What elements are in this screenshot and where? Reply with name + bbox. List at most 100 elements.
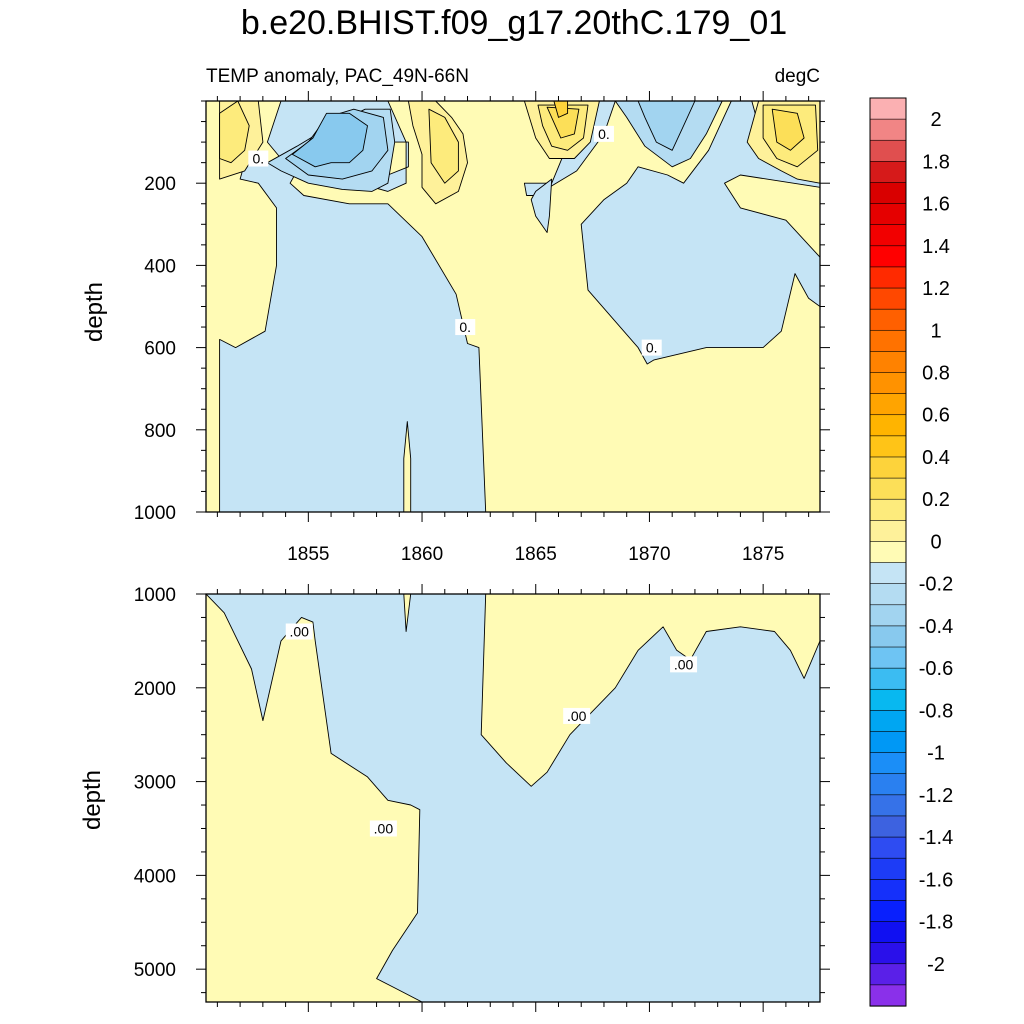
contour-label-box [563, 707, 591, 724]
colorbar-label: 1.2 [922, 278, 950, 300]
colorbar-label: -1.8 [919, 912, 953, 934]
colorbar-swatch [869, 815, 907, 838]
contour-label: 0. [459, 319, 471, 335]
colorbar-swatch [869, 625, 907, 648]
contour-region-upper-18 [546, 106, 580, 139]
colorbar-swatch [869, 456, 907, 479]
x-tick-label: 1865 [515, 544, 557, 565]
colorbar-label: 0.8 [922, 363, 950, 385]
colorbar-swatch [869, 646, 907, 669]
units-label: degC [775, 66, 820, 87]
colorbar-label: -0.8 [919, 700, 953, 722]
colorbar-swatch [869, 498, 907, 521]
contour-region-upper-0 [219, 101, 487, 512]
colorbar-swatch [869, 118, 907, 141]
colorbar-label: -0.6 [919, 658, 953, 680]
colorbar-label: -2 [927, 954, 945, 976]
colorbar-swatch [869, 520, 907, 543]
x-tick-label: 1860 [401, 544, 443, 565]
colorbar-swatch [869, 878, 907, 902]
y-tick-label: 600 [144, 339, 176, 360]
colorbar-label: -1.2 [919, 785, 953, 807]
colorbar-label: 0.6 [922, 405, 950, 427]
colorbar-swatch [869, 308, 907, 331]
colorbar-label: 1.6 [922, 194, 950, 216]
x-tick-label: 1870 [628, 544, 670, 565]
y-tick-label: 4000 [134, 866, 176, 887]
colorbar-label: -1.4 [919, 827, 953, 849]
contour-region-upper-19 [553, 101, 569, 118]
y-axis-label-lower: depth [79, 770, 106, 830]
x-tick-label: 1875 [742, 544, 784, 565]
colorbar-swatch [869, 435, 907, 458]
colorbar-label: 1.4 [922, 236, 950, 258]
colorbar-swatch [869, 667, 907, 690]
colorbar-label: 1.8 [922, 151, 950, 173]
contour-region-upper-3 [291, 112, 368, 168]
figure-title: b.e20.BHIST.f09_g17.20thC.179_01 [241, 4, 787, 42]
colorbar-swatch [869, 794, 907, 817]
y-tick-label: 1000 [134, 503, 176, 524]
contour-region-upper-15 [428, 108, 459, 184]
colorbar-swatch [869, 773, 907, 796]
colorbar-swatch [869, 836, 907, 859]
contour-label-box [285, 623, 313, 640]
colorbar-swatch [869, 710, 907, 733]
colorbar-swatch [869, 477, 907, 500]
contour-label: .00 [374, 820, 394, 836]
colorbar-swatch [869, 245, 907, 268]
colorbar-label: 0.2 [922, 489, 950, 511]
colorbar-label: 2 [930, 109, 941, 131]
colorbar-label: -0.2 [919, 574, 953, 596]
colorbar-swatch [869, 604, 907, 627]
colorbar-swatch [869, 688, 907, 711]
contour-label-box [641, 339, 662, 356]
colorbar: 2 1.8 1.6 1.4 1.2 1 0.8 0.6 0.4 0.2 0 -0.2 -0.4 -0.6 -… [869, 97, 953, 1007]
colorbar-swatch [869, 583, 907, 606]
contour-label: 0. [598, 126, 610, 142]
colorbar-swatch [869, 97, 907, 120]
colorbar-swatch [869, 139, 907, 162]
colorbar-swatch [869, 203, 907, 226]
colorbar-label: 0.4 [922, 447, 950, 469]
y-axis-label-upper: depth [81, 282, 108, 342]
colorbar-swatch [869, 351, 907, 374]
colorbar-label: -1 [927, 743, 945, 765]
contour-label: .00 [674, 656, 694, 672]
contour-label: .00 [290, 624, 310, 640]
colorbar-swatch [869, 224, 907, 247]
colorbar-swatch [869, 900, 907, 923]
contour-label-box [369, 820, 397, 837]
colorbar-swatch [869, 731, 907, 754]
colorbar-swatch [869, 393, 907, 416]
y-tick-label: 2000 [134, 679, 176, 700]
colorbar-swatch [869, 984, 907, 1007]
colorbar-swatch [869, 372, 907, 395]
colorbar-swatch [869, 287, 907, 310]
colorbar-swatch [869, 942, 907, 965]
colorbar-swatch [869, 161, 907, 184]
contour-region-lower-0 [206, 594, 820, 1002]
contour-label-box [670, 656, 698, 673]
colorbar-swatch [869, 963, 907, 986]
y-tick-label: 400 [144, 256, 176, 277]
colorbar-swatch [869, 414, 907, 437]
colorbar-label: 1 [930, 320, 941, 342]
contour-region-upper-7 [530, 178, 553, 233]
contour-label: 0. [252, 151, 264, 167]
y-tick-label: 3000 [134, 773, 176, 794]
colorbar-swatch [869, 921, 907, 944]
contour-label-box [455, 319, 476, 336]
contour-region-upper-5 [219, 101, 250, 164]
x-tick-label: 1855 [287, 544, 329, 565]
contour-label-box [248, 150, 269, 167]
panel-lower-depth-time: depth 1000 2000 3000 4000 5000 .00 .00 .00 .00 [79, 584, 830, 1012]
colorbar-swatch [869, 182, 907, 205]
colorbar-label: -1.6 [919, 869, 953, 891]
panel-upper-depth-time: TEMP anomaly, PAC_49N-66N degC depth 185… [81, 66, 830, 565]
colorbar-frame [869, 97, 907, 1007]
colorbar-label: -0.4 [919, 616, 953, 638]
colorbar-swatch [869, 857, 907, 880]
contour-label: .00 [567, 708, 587, 724]
